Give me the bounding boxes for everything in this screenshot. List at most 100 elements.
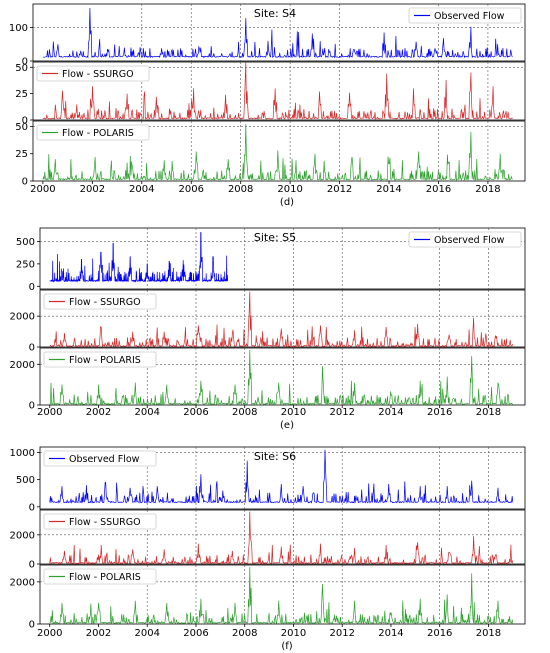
flow-series-line (49, 349, 513, 406)
y-tick-label: 2000 (10, 360, 35, 371)
legend-box (43, 293, 157, 310)
panel-1-1: 0 100 Observed Flow (9, 3, 526, 68)
x-tick-label: 2004 (129, 184, 154, 195)
y-tick-label: 25 (15, 149, 28, 160)
panel-3-2: 0 2000 Flow - SSURGO (10, 509, 526, 571)
x-tick-label: 2008 (232, 628, 257, 639)
x-tick-label: 2000 (37, 628, 62, 639)
y-tick-label: 2000 (10, 577, 35, 588)
x-tick-label: 2002 (86, 628, 111, 639)
x-tick-label: 2006 (179, 184, 204, 195)
legend: Flow - POLARIS (43, 351, 157, 368)
legend: Flow - SSURGO (43, 293, 157, 310)
legend-label: Flow - SSURGO (69, 297, 141, 308)
y-tick-label: 500 (16, 475, 35, 486)
x-tick-label: 2016 (427, 407, 452, 418)
flow-series-line (42, 124, 513, 181)
y-tick-label: 0 (29, 620, 35, 631)
y-tick-label: 50 (15, 122, 28, 133)
legend: Flow - SSURGO (43, 513, 157, 530)
y-tick-label: 50 (15, 63, 28, 74)
legend-label: Flow - POLARIS (69, 572, 141, 583)
x-tick-label: 2012 (329, 628, 354, 639)
flow-series-line (49, 449, 514, 504)
legend-label: Observed Flow (434, 11, 505, 22)
x-tick-label: 2010 (281, 407, 306, 418)
x-tick-label: 2006 (183, 628, 208, 639)
site-title: Site: S6 (254, 450, 296, 463)
legend-box (43, 351, 157, 368)
subfigure-caption: (e) (280, 420, 294, 431)
subfigure-caption: (d) (280, 197, 294, 208)
y-tick-label: 0 (22, 57, 28, 68)
x-tick-label: 2018 (476, 628, 501, 639)
y-tick-label: 250 (16, 259, 35, 270)
x-tick-label: 2010 (277, 184, 302, 195)
x-tick-label: 2014 (378, 628, 403, 639)
x-tick-label: 2016 (426, 184, 451, 195)
flow-series-line (42, 61, 513, 121)
x-tick-label: 2008 (232, 407, 257, 418)
y-tick-label: 25 (15, 89, 28, 100)
legend-label: Flow - SSURGO (69, 517, 141, 528)
legend-label: Flow - POLARIS (69, 355, 141, 366)
flow-series-line (49, 232, 229, 283)
panel-2-3: 0 2000 Flow - POLARIS (10, 347, 526, 412)
subfigure-caption: (f) (281, 641, 292, 652)
y-tick-label: 0 (22, 177, 28, 188)
panel-2-2: 0 2000 Flow - SSURGO (10, 289, 526, 354)
x-tick-label: 2006 (183, 407, 208, 418)
panel-3-1: 0 500 1000 Observed Flow (10, 446, 526, 513)
y-tick-label: 2000 (10, 530, 35, 541)
y-tick-label: 0 (29, 282, 35, 293)
legend-label: Flow - POLARIS (62, 128, 134, 139)
x-tick-label: 2018 (476, 407, 501, 418)
y-tick-label: 1000 (10, 448, 35, 459)
legend: Flow - POLARIS (36, 124, 150, 141)
chart-group-1: 0 100 Observed Flow 0 25 50 Flow - SSURGO 0 25 50… (9, 3, 526, 208)
panel-1-3: 0 25 50 Flow - POLARIS (15, 120, 526, 188)
legend-label: Observed Flow (434, 235, 505, 246)
site-title: Site: S5 (254, 231, 296, 244)
y-tick-label: 0 (22, 116, 28, 127)
x-tick-label: 2014 (376, 184, 401, 195)
y-tick-label: 100 (9, 23, 28, 34)
y-tick-label: 0 (29, 343, 35, 354)
x-tick-label: 2010 (281, 628, 306, 639)
panel-3-3: 0 2000 Flow - POLARIS (10, 564, 526, 631)
legend-box (43, 450, 157, 467)
y-tick-label: 500 (16, 237, 35, 248)
legend-box (43, 513, 157, 530)
legend-box (43, 568, 157, 585)
x-tick-label: 2012 (329, 407, 354, 418)
x-tick-label: 2000 (30, 184, 55, 195)
legend: Observed Flow (408, 231, 522, 248)
legend: Observed Flow (43, 450, 157, 467)
x-tick-label: 2012 (327, 184, 352, 195)
legend-box (408, 231, 522, 248)
x-tick-label: 2002 (86, 407, 111, 418)
legend: Flow - SSURGO (36, 65, 150, 82)
legend-box (408, 7, 522, 24)
y-tick-label: 0 (29, 502, 35, 513)
x-tick-label: 2000 (37, 407, 62, 418)
flow-series-line (49, 511, 514, 565)
x-tick-label: 2014 (378, 407, 403, 418)
x-tick-label: 2018 (475, 184, 500, 195)
x-tick-label: 2008 (228, 184, 253, 195)
site-title: Site: S4 (254, 7, 296, 20)
legend-box (36, 124, 150, 141)
legend-label: Flow - SSURGO (62, 69, 134, 80)
x-tick-label: 2004 (135, 407, 160, 418)
y-tick-label: 0 (29, 401, 35, 412)
legend-label: Observed Flow (69, 454, 140, 465)
x-tick-label: 2016 (427, 628, 452, 639)
flow-series-line (49, 567, 514, 625)
y-tick-label: 2000 (10, 312, 35, 323)
legend: Observed Flow (408, 7, 522, 24)
legend: Flow - POLARIS (43, 568, 157, 585)
flow-series-line (42, 7, 513, 59)
